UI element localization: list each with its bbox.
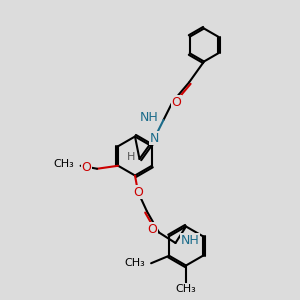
Text: H: H	[127, 152, 135, 163]
Text: CH₃: CH₃	[124, 258, 145, 268]
Text: O: O	[82, 161, 92, 174]
Text: O: O	[171, 95, 181, 109]
Text: NH: NH	[140, 111, 158, 124]
Text: NH: NH	[181, 234, 200, 247]
Text: CH₃: CH₃	[53, 159, 74, 169]
Text: N: N	[150, 131, 159, 145]
Text: CH₃: CH₃	[176, 284, 197, 294]
Text: O: O	[133, 185, 143, 199]
Text: O: O	[148, 223, 157, 236]
